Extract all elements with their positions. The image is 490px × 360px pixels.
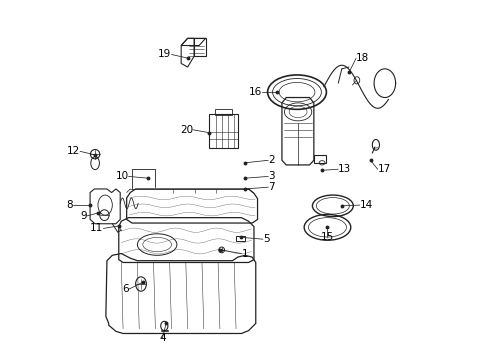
Text: 7: 7 — [269, 182, 275, 192]
Text: 10: 10 — [115, 171, 128, 181]
Text: 2: 2 — [269, 155, 275, 165]
Text: 6: 6 — [122, 284, 128, 294]
Text: 13: 13 — [338, 164, 351, 174]
Text: 20: 20 — [180, 125, 193, 135]
Text: 11: 11 — [90, 224, 103, 233]
Bar — [314, 155, 326, 163]
Text: 4: 4 — [159, 333, 166, 343]
Text: 8: 8 — [66, 200, 73, 210]
Text: 15: 15 — [321, 232, 334, 242]
Text: 9: 9 — [80, 211, 87, 221]
Text: 19: 19 — [158, 49, 172, 59]
Text: 5: 5 — [263, 234, 270, 244]
Bar — [236, 236, 245, 241]
Text: 16: 16 — [249, 87, 262, 97]
Bar — [215, 109, 232, 115]
Text: 1: 1 — [242, 248, 248, 258]
Text: 17: 17 — [378, 164, 391, 174]
Text: 18: 18 — [356, 53, 369, 63]
Text: 12: 12 — [67, 146, 80, 156]
Bar — [209, 114, 238, 148]
Text: 14: 14 — [360, 200, 373, 210]
Text: 3: 3 — [269, 171, 275, 181]
